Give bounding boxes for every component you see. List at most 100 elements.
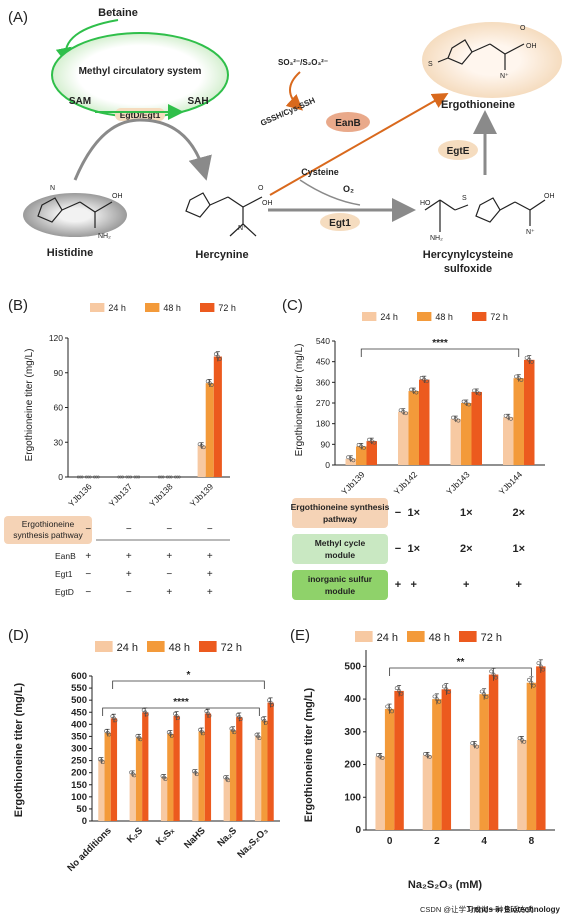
hercynine-n: N⁺: [238, 225, 247, 232]
data-point: [538, 664, 543, 669]
bar: [192, 772, 199, 821]
bar: [432, 699, 442, 830]
data-point: [508, 416, 513, 421]
data-point: [78, 475, 82, 479]
y-tick-label: 300: [344, 727, 361, 738]
table-cell: −: [126, 587, 132, 598]
cysteine-label: Cysteine: [301, 167, 339, 177]
histidine-label: Histidine: [47, 247, 93, 259]
table-c-row-label: pathway: [323, 514, 357, 524]
table-cell: +: [207, 587, 213, 598]
bar: [261, 720, 268, 821]
legend-b: 24 h 48 h 72 h: [90, 303, 236, 313]
table-c-row-label: module: [325, 550, 355, 560]
panel-e-label: (E): [290, 627, 310, 644]
y-tick-label: 300: [71, 744, 87, 755]
bar: [213, 356, 222, 477]
data-point: [361, 445, 366, 450]
table-c-row-label: Methyl cycle: [315, 538, 366, 548]
data-point: [88, 475, 92, 479]
table-c-cell: 1×: [460, 507, 473, 519]
sulfoxide-label: sulfoxide: [444, 263, 492, 275]
data-point: [215, 354, 220, 359]
legend-label: 24 h: [380, 312, 398, 322]
y-tick-label: 180: [316, 419, 330, 429]
histidine-to-hercynine-arrow: [73, 118, 212, 181]
data-point: [390, 709, 394, 714]
table-c-cell: 2×: [460, 543, 473, 555]
data-point: [76, 475, 80, 479]
bar: [366, 441, 377, 465]
table-c-cell: +: [395, 579, 401, 591]
x-tick-label: YJb136: [66, 481, 94, 509]
x-tick-label: Na₂S₂O₃: [235, 825, 270, 860]
y-tick-label: 60: [54, 403, 64, 413]
bar: [356, 446, 367, 465]
bar: [129, 773, 136, 821]
significance-label: ****: [432, 338, 448, 349]
sam-label: SAM: [69, 96, 91, 107]
data-point: [94, 475, 98, 479]
chart-e-xlabel: Na₂S₂O₃ (mM): [408, 879, 482, 891]
table-c-cell: +: [463, 579, 469, 591]
data-point: [397, 689, 401, 693]
egt1-label: Egt1: [329, 218, 351, 229]
legend-label: 48 h: [169, 642, 190, 654]
bar: [167, 734, 174, 821]
data-point: [173, 475, 177, 479]
y-tick-label: 0: [355, 825, 361, 836]
data-point: [414, 390, 419, 395]
table-row-label: EanB: [55, 551, 76, 561]
data-point: [209, 383, 214, 387]
data-point: [380, 755, 385, 760]
legend-label: 24 h: [108, 303, 126, 313]
panel-b: (B) 24 h 48 h 72 h 0 30 60 90 120 YJb136 YJb137 Y…: [4, 297, 236, 598]
table-c-row-label: inorganic sulfur: [308, 574, 373, 584]
x-tick-label: YJb137: [107, 481, 135, 509]
y-tick-label: 250: [71, 756, 87, 767]
data-point: [522, 739, 527, 744]
ergothioneine-label: Ergothioneine: [441, 99, 515, 111]
csdn-watermark: CSDN @让学习成为一种生活方式: [420, 904, 534, 914]
data-point: [372, 440, 377, 445]
ergothioneine-oh: OH: [526, 43, 537, 50]
panel-a-label: (A): [8, 9, 28, 26]
table-c-row-badge: [292, 534, 388, 564]
y-tick-label: 400: [344, 694, 361, 705]
data-point: [161, 475, 165, 479]
data-point: [217, 357, 222, 361]
data-point: [80, 475, 84, 479]
sulfur-source-arrow: [285, 71, 303, 111]
legend-label: 48 h: [435, 312, 453, 322]
panel-c-label: (C): [282, 297, 303, 314]
data-point: [133, 475, 137, 479]
y-tick-label: 50: [76, 804, 87, 815]
bar: [197, 445, 206, 477]
data-point: [205, 379, 210, 384]
hercynine-structure: [185, 192, 263, 237]
bar: [419, 379, 430, 465]
table-c-cell: −: [395, 543, 401, 555]
legend-label: 24 h: [117, 642, 138, 654]
y-tick-label: 270: [316, 398, 330, 408]
data-point: [442, 684, 446, 689]
y-tick-label: 150: [71, 780, 87, 791]
x-tick-label: No additions: [65, 825, 113, 873]
data-point: [479, 689, 484, 694]
bar: [375, 756, 385, 830]
table-c-row-label: module: [325, 586, 355, 596]
bar: [441, 689, 452, 830]
chart-e: 0 100 200 300 400 500 0 2 4 8 **: [344, 650, 555, 847]
bar: [394, 690, 404, 830]
table-cell: −: [85, 587, 91, 598]
table-c-cell: 1×: [512, 543, 525, 555]
x-tick-label: YJb143: [444, 469, 472, 497]
significance-bracket: [360, 348, 520, 357]
y-tick-label: 600: [71, 671, 87, 682]
o2-label: O₂: [343, 184, 354, 194]
legend-label: 48 h: [163, 303, 181, 313]
data-point: [475, 744, 479, 749]
